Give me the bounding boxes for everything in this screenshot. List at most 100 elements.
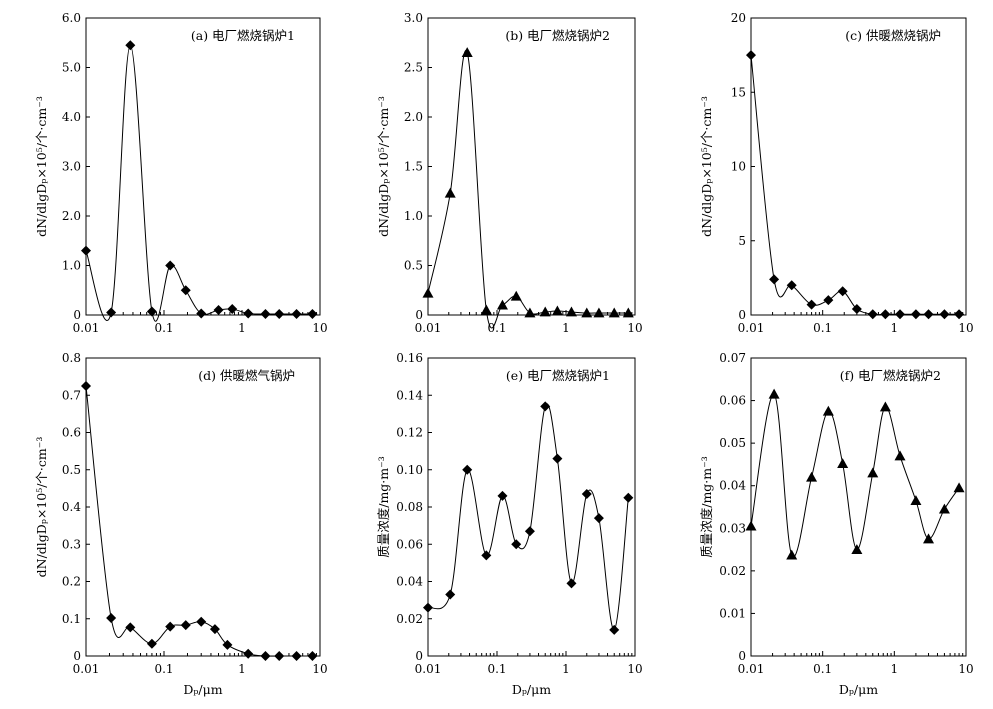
plot-frame [427,357,636,657]
data-point [497,490,508,501]
data-point [745,520,757,531]
y-tick-label: 0.04 [396,575,423,589]
data-point [880,309,891,320]
y-tick-label: 0.5 [62,463,81,477]
panel-title: (e) 电厂燃烧锅炉1 [506,368,610,383]
data-point [445,589,456,600]
data-point [938,503,950,514]
data-point [939,309,950,320]
data-point [895,309,906,320]
data-point [243,308,254,319]
y-axis-label: 质量浓度/mg·m⁻³ [699,456,714,558]
y-tick-label: 0.6 [62,426,81,440]
y-tick-label: 0.10 [396,463,423,477]
y-tick-label: 0.04 [719,479,746,493]
data-point [608,307,620,318]
data-point [291,309,302,320]
data-point [581,488,592,499]
y-tick-label: 2.0 [62,209,81,223]
y-tick-label: 0 [738,649,746,663]
y-tick-label: 0.4 [62,500,81,514]
y-tick-label: 0.08 [396,500,423,514]
y-tick-label: 0.2 [62,575,81,589]
data-point [867,309,878,320]
panel-title: (d) 供暖燃气锅炉 [198,368,295,383]
y-tick-label: 0.12 [396,426,423,440]
data-point [222,639,233,650]
y-tick-label: 0.06 [719,394,746,408]
data-point [540,401,551,412]
x-tick-label: 1 [891,321,899,335]
data-point [566,578,577,589]
x-axis-label: Dₚ/μm [512,682,551,697]
x-tick-label: 0.01 [73,662,100,676]
chart-panel-3: 0.01 0.1 1 10 0 5 10 15 20 dN/dlgDₚ×10⁵/个·cm⁻³ (c)… [699,11,974,335]
data-point [462,464,473,475]
chart-panel-6: 0.01 0.1 1 1000.010.020.030.040.050.060.07质… [699,351,974,697]
x-tick-label: 1 [891,662,899,676]
data-point [768,388,780,399]
data-point [81,380,91,391]
data-point [146,306,157,317]
y-axis-label: dN/dlgDₚ×10⁵/个·cm⁻³ [699,96,714,237]
data-point [623,492,634,503]
data-point [423,602,433,613]
data-point [422,287,434,298]
y-tick-label: 3.0 [404,11,423,25]
y-tick-label: 0.14 [396,388,423,402]
x-tick-label: 1 [238,321,246,335]
series-line [427,50,629,329]
y-tick-label: 0.7 [62,388,81,402]
panel-title: (b) 电厂燃烧锅炉2 [505,28,610,43]
y-tick-label: 5 [738,234,746,248]
plot-frame [750,17,967,316]
data-point [622,307,634,318]
data-point [243,648,254,659]
y-tick-label: 2.0 [404,110,423,124]
y-tick-label: 4.0 [62,110,81,124]
data-point [146,638,157,649]
data-point [274,651,285,661]
y-tick-label: 6.0 [62,11,81,25]
data-point [822,405,834,416]
y-tick-label: 0.06 [396,537,423,551]
chart-panel-2: 0.01 0.1 1 10 0 0.5 1.0 1.5 2.0 2.5 3.0 dN/dlgDₚ×10… [376,11,643,335]
y-tick-label: 0.07 [719,351,746,365]
data-point [851,544,863,554]
data-point [593,307,605,318]
data-point [260,309,271,320]
data-point [481,550,492,561]
x-tick-label: 10 [312,662,327,676]
y-tick-label: 0.5 [404,259,423,273]
panel-title: (a) 电厂燃烧锅炉1 [191,28,295,43]
data-point [806,471,818,482]
series-line [85,385,313,657]
y-tick-label: 1.5 [404,160,423,174]
data-point [125,40,136,51]
y-tick-label: 1.0 [62,259,81,273]
data-point [165,621,176,632]
x-tick-label: 0.01 [415,662,442,676]
data-point [125,622,136,633]
x-tick-label: 0.1 [487,662,506,676]
x-tick-label: 10 [958,321,973,335]
chart-panel-4: 0.01 0.1 1 10 0 0.1 0.2 0.3 0.4 0.5 0.6 0.7 0.8 dN/dl… [34,351,328,697]
data-point [837,286,848,297]
y-tick-label: 20 [731,11,746,25]
data-point [274,309,285,320]
x-tick-label: 0.1 [154,662,173,676]
y-tick-label: 10 [731,160,746,174]
x-tick-label: 0.01 [738,662,765,676]
data-point [551,305,563,316]
data-point [227,304,238,315]
x-tick-label: 0.01 [73,321,100,335]
data-point [953,482,965,493]
data-point [786,280,797,291]
series-line [85,44,313,322]
y-tick-label: 0.3 [62,537,81,551]
y-tick-label: 3.0 [62,160,81,174]
x-tick-label: 10 [627,321,642,335]
y-tick-label: 0 [415,308,423,322]
panel-title: (c) 供暖燃烧锅炉 [845,28,941,43]
data-point [444,187,456,198]
